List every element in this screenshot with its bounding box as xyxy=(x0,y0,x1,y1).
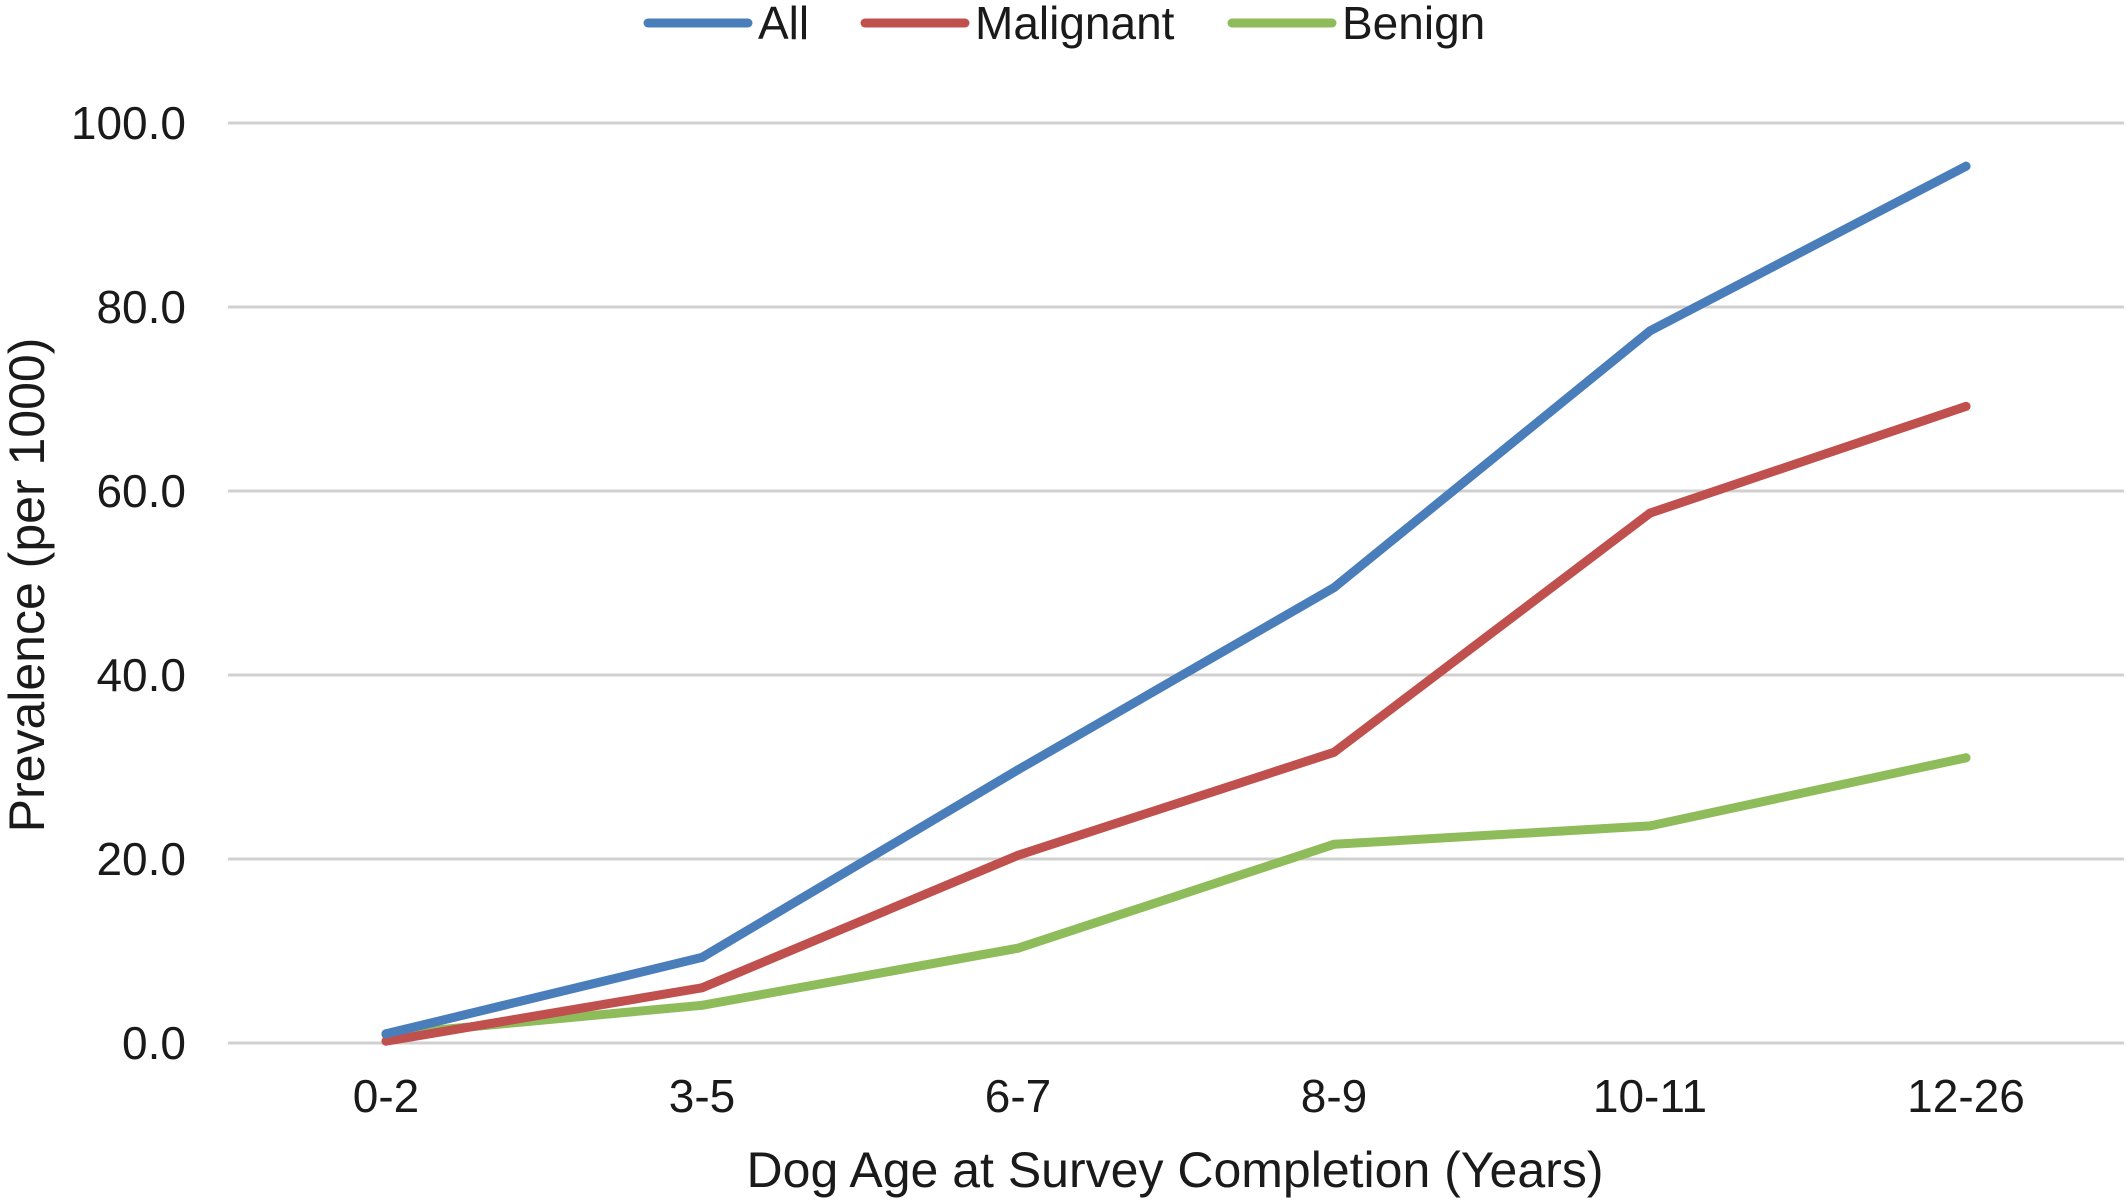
data-point-malignant xyxy=(1013,850,1023,860)
data-point-benign xyxy=(1645,821,1655,831)
data-point-malignant xyxy=(1329,747,1339,757)
x-tick-label: 10-11 xyxy=(1593,1070,1707,1122)
x-axis-title: Dog Age at Survey Completion (Years) xyxy=(747,1142,1604,1198)
x-tick-label: 3-5 xyxy=(669,1070,735,1122)
x-tick-label: 12-26 xyxy=(1907,1070,2025,1122)
data-point-all xyxy=(697,952,707,962)
data-point-benign xyxy=(1329,839,1339,849)
data-point-all xyxy=(1013,765,1023,775)
x-tick-label: 0-2 xyxy=(353,1070,419,1122)
y-tick-label: 0.0 xyxy=(122,1017,186,1069)
data-point-malignant xyxy=(381,1036,391,1046)
y-axis-title: Prevalence (per 1000) xyxy=(0,338,55,833)
data-point-benign xyxy=(1013,943,1023,953)
legend: All Malignant Benign xyxy=(643,0,1485,49)
data-point-all xyxy=(1961,161,1971,171)
data-point-malignant xyxy=(697,983,707,993)
x-tick-label: 6-7 xyxy=(985,1070,1051,1122)
legend-label-malignant: Malignant xyxy=(975,0,1175,49)
gridlines xyxy=(228,121,2124,1045)
data-point-benign xyxy=(697,1000,707,1010)
data-point-all xyxy=(381,1029,391,1039)
y-tick-label: 20.0 xyxy=(96,833,186,885)
y-tick-label: 40.0 xyxy=(96,649,186,701)
series-line-malignant xyxy=(381,401,1971,1046)
data-point-malignant xyxy=(1645,508,1655,518)
x-tick-label: 8-9 xyxy=(1301,1070,1367,1122)
series-line-benign xyxy=(381,753,1971,1040)
y-tick-label: 60.0 xyxy=(96,465,186,517)
data-point-malignant xyxy=(1961,401,1971,411)
y-tick-label: 80.0 xyxy=(96,281,186,333)
series-line-all xyxy=(381,161,1971,1039)
data-point-all xyxy=(1645,326,1655,336)
data-point-all xyxy=(1329,583,1339,593)
legend-label-all: All xyxy=(758,0,809,49)
y-tick-label: 100.0 xyxy=(71,97,186,149)
data-point-benign xyxy=(1961,753,1971,763)
series-lines xyxy=(381,161,1971,1046)
y-axis-ticks: 0.0 20.0 40.0 60.0 80.0 100.0 xyxy=(71,97,186,1069)
legend-label-benign: Benign xyxy=(1342,0,1485,49)
x-axis-ticks: 0-2 3-5 6-7 8-9 10-11 12-26 xyxy=(353,1070,2025,1122)
